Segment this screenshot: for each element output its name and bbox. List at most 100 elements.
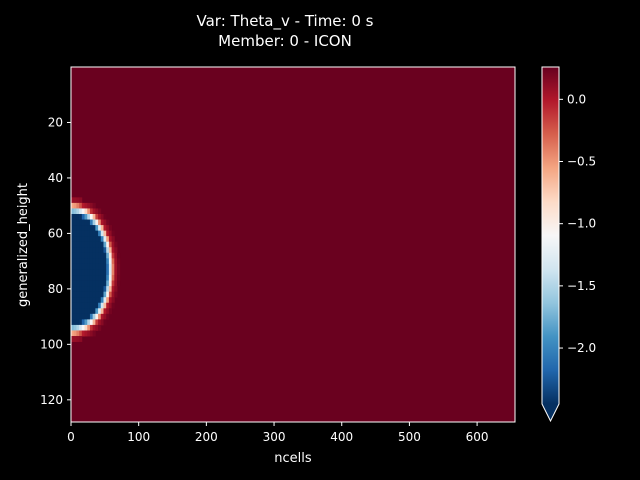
heatmap-cell	[103, 258, 107, 265]
heatmap-cell	[79, 236, 83, 243]
heatmap-cell	[79, 197, 83, 204]
heatmap-cell	[108, 269, 113, 276]
heatmap-cell	[79, 330, 83, 337]
heatmap-cell	[73, 258, 77, 265]
heatmap-cell	[98, 241, 102, 248]
heatmap-cell	[106, 241, 110, 248]
heatmap-cell	[117, 258, 121, 265]
heatmap-cell	[117, 252, 121, 259]
heatmap-cell	[103, 236, 107, 243]
heatmap-cell	[81, 225, 85, 232]
heatmap-cell	[89, 247, 94, 254]
heatmap-cell	[92, 263, 96, 270]
heatmap-cell	[73, 202, 77, 209]
heatmap-cell	[79, 280, 83, 287]
heatmap-cell	[92, 291, 96, 298]
heatmap-cell	[73, 213, 77, 220]
heatmap-cell	[84, 313, 88, 320]
heatmap-cell	[111, 236, 115, 243]
heatmap-cell	[111, 286, 115, 293]
heatmap-cell	[98, 297, 102, 304]
heatmap-cell	[103, 247, 107, 254]
heatmap-cell	[92, 202, 96, 209]
heatmap-cell	[79, 252, 83, 259]
heatmap-cell	[87, 324, 91, 331]
heatmap-cell	[92, 258, 96, 265]
heatmap-cell	[71, 252, 75, 259]
heatmap-cell	[92, 313, 96, 320]
heatmap-cell	[89, 308, 94, 315]
heatmap-cell	[84, 330, 88, 337]
heatmap-cell	[92, 275, 96, 281]
heatmap-cell	[100, 280, 104, 287]
heatmap-cell	[108, 236, 113, 243]
heatmap-cell	[73, 308, 77, 315]
heatmap-cell	[95, 319, 99, 326]
heatmap-cell	[95, 291, 99, 298]
heatmap-cell	[76, 236, 80, 243]
heatmap-cell	[106, 280, 110, 287]
heatmap-cell	[81, 313, 85, 320]
heatmap-cell	[87, 330, 91, 337]
heatmap-cell	[108, 291, 113, 298]
heatmap-cell	[98, 286, 102, 293]
heatmap-cell	[71, 269, 75, 276]
heatmap-cell	[98, 230, 102, 237]
heatmap-cell	[89, 302, 94, 309]
heatmap-cell	[76, 197, 80, 204]
heatmap-cell	[87, 291, 91, 298]
heatmap-cell	[81, 286, 85, 293]
heatmap-cell	[76, 319, 80, 326]
heatmap-cell	[73, 330, 77, 337]
heatmap-cell	[95, 297, 99, 304]
heatmap-cell	[87, 302, 91, 309]
heatmap-cell	[71, 213, 75, 220]
heatmap-cell	[89, 263, 94, 270]
heatmap-cell	[87, 219, 91, 226]
heatmap-cell	[108, 263, 113, 270]
heatmap-cell	[76, 269, 80, 276]
heatmap-cell	[103, 297, 107, 304]
heatmap-cell	[100, 275, 104, 281]
heatmap-cell	[92, 286, 96, 293]
heatmap-cell	[98, 291, 102, 298]
heatmap-cell	[98, 247, 102, 254]
heatmap-cell	[73, 280, 77, 287]
heatmap-cell	[114, 269, 118, 276]
heatmap-cell	[117, 269, 121, 276]
heatmap-cell	[106, 225, 110, 232]
heatmap-cell	[84, 202, 88, 209]
heatmap-cell	[71, 219, 75, 226]
heatmap-cell	[98, 219, 102, 226]
heatmap-cell	[95, 247, 99, 254]
heatmap-cell	[108, 275, 113, 281]
heatmap-cell	[114, 263, 118, 270]
heatmap-cell	[114, 258, 118, 265]
heatmap-cell	[73, 269, 77, 276]
heatmap-cell	[76, 241, 80, 248]
heatmap-cell	[95, 269, 99, 276]
heatmap-cell	[76, 275, 80, 281]
heatmap-cell	[87, 263, 91, 270]
colorbar-outline	[541, 66, 560, 423]
heatmap-cell	[71, 225, 75, 232]
colorbar-extend-triangle	[542, 404, 559, 421]
heatmap-cell	[92, 297, 96, 304]
heatmap-cell	[84, 324, 88, 331]
heatmap-cell	[108, 286, 113, 293]
heatmap-cell	[81, 291, 85, 298]
heatmap-cell	[84, 297, 88, 304]
heatmap-cell	[98, 225, 102, 232]
heatmap-cell	[76, 302, 80, 309]
heatmap-cell	[79, 291, 83, 298]
heatmap-cell	[79, 225, 83, 232]
heatmap-cell	[92, 230, 96, 237]
heatmap-cell	[98, 252, 102, 259]
heatmap-cell	[71, 241, 75, 248]
colorbar-tick-label: −0.5	[567, 155, 596, 169]
heatmap-cell	[79, 336, 83, 342]
heatmap-cell	[76, 258, 80, 265]
y-tick-label: 20	[48, 115, 63, 129]
heatmap-cell	[111, 275, 115, 281]
